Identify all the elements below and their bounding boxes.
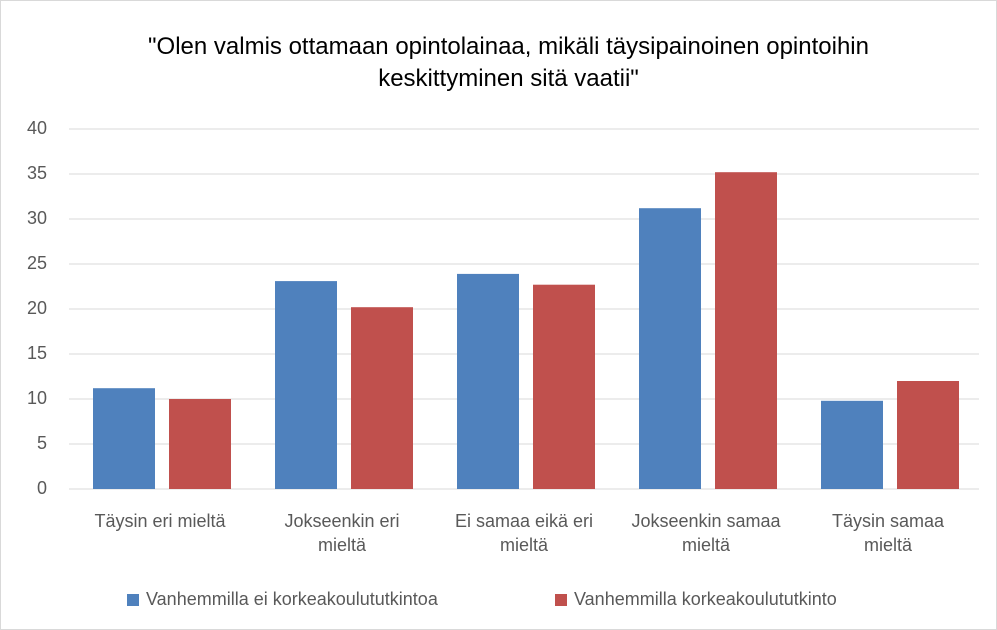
chart-title: "Olen valmis ottamaan opintolainaa, mikä… — [148, 33, 869, 92]
x-tick-label: Jokseenkin samaa mieltä — [631, 511, 781, 555]
y-tick-label: 35 — [27, 163, 47, 183]
y-tick-label: 30 — [27, 208, 47, 228]
y-tick-label: 0 — [37, 478, 47, 498]
bar — [275, 281, 337, 489]
y-tick-label: 15 — [27, 343, 47, 363]
legend-label: Vanhemmilla korkeakoulututkinto — [574, 589, 837, 609]
x-tick-label: Täysin eri mieltä — [94, 511, 226, 531]
x-tick-label: Jokseenkin eri mieltä — [284, 511, 400, 555]
legend-swatch — [127, 594, 139, 606]
legend-swatch — [555, 594, 567, 606]
bar — [93, 388, 155, 489]
bar — [351, 307, 413, 489]
bar — [533, 284, 595, 489]
bar — [169, 399, 231, 489]
y-tick-label: 20 — [27, 298, 47, 318]
y-tick-label: 40 — [27, 118, 47, 138]
y-tick-label: 25 — [27, 253, 47, 273]
bar — [457, 273, 519, 489]
bar — [821, 400, 883, 489]
legend-label: Vanhemmilla ei korkeakoulututkintoa — [146, 589, 438, 609]
y-tick-label: 10 — [27, 388, 47, 408]
bar — [897, 381, 959, 489]
x-tick-label: Täysin samaa mieltä — [831, 511, 945, 555]
x-tick-label: Ei samaa eikä eri mieltä — [454, 511, 594, 555]
bar — [715, 172, 777, 489]
bar — [639, 208, 701, 489]
y-tick-label: 5 — [37, 433, 47, 453]
